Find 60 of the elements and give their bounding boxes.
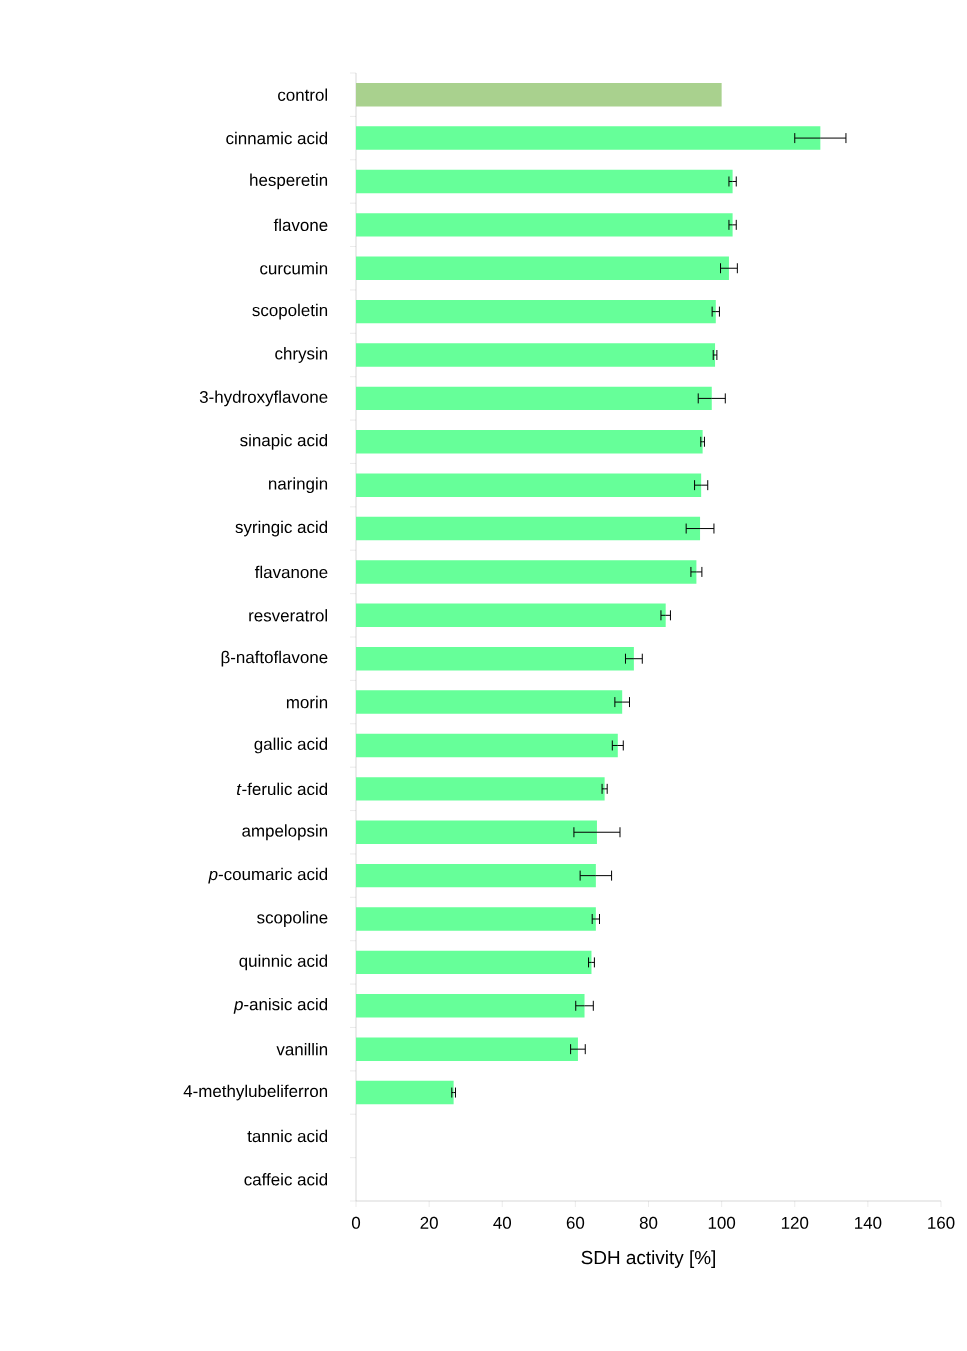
y-tick-label: morin bbox=[286, 695, 328, 709]
bar bbox=[356, 82, 722, 107]
x-tick-label: 40 bbox=[493, 1216, 512, 1229]
y-tick-label: tannic acid bbox=[247, 1129, 328, 1143]
y-tick-label: resveratrol bbox=[249, 609, 328, 622]
bar bbox=[356, 169, 733, 194]
x-tick-label: 140 bbox=[855, 1216, 882, 1229]
x-tick-label: 20 bbox=[420, 1216, 438, 1229]
y-tick-label: cinnamic acid bbox=[226, 131, 328, 145]
bar bbox=[356, 430, 703, 454]
y-tick-label: flavanone bbox=[254, 565, 328, 579]
y-tick-label: β-naftoflavone bbox=[221, 650, 328, 667]
y-tick-label: control bbox=[278, 88, 328, 101]
y-tick-label: 4-methylubeliferron bbox=[183, 1084, 328, 1101]
bar bbox=[356, 907, 596, 931]
y-tick-label: ampelopsin bbox=[242, 824, 328, 841]
bar bbox=[356, 646, 634, 671]
bar bbox=[356, 863, 596, 888]
y-tick-label: naringin bbox=[269, 477, 328, 494]
y-tick-label: chrysin bbox=[275, 347, 328, 363]
bar bbox=[356, 1080, 454, 1105]
y-tick-label: vanillin bbox=[276, 1042, 328, 1056]
bar bbox=[356, 820, 597, 844]
y-tick-label: quinnic acid bbox=[239, 954, 328, 971]
y-tick-label: scopoline bbox=[257, 911, 328, 927]
y-tick-label: p-anisic acid bbox=[233, 997, 328, 1014]
bar bbox=[356, 690, 623, 714]
bar bbox=[356, 950, 592, 975]
bar bbox=[356, 733, 618, 758]
bar bbox=[356, 213, 733, 237]
x-tick-label: 120 bbox=[781, 1216, 809, 1229]
y-tick-label: gallic acid bbox=[254, 737, 328, 754]
x-tick-label: 100 bbox=[708, 1216, 736, 1229]
bar bbox=[356, 343, 716, 367]
x-tick-label: 160 bbox=[928, 1216, 955, 1229]
y-tick-label: sinapic acid bbox=[240, 433, 328, 450]
y-tick-label: scopoletin bbox=[252, 303, 328, 320]
x-tick-label: 0 bbox=[351, 1216, 361, 1229]
y-tick-label: caffeic acid bbox=[244, 1173, 328, 1186]
x-tick-label: 80 bbox=[639, 1216, 658, 1229]
bar bbox=[356, 777, 605, 801]
bar bbox=[356, 126, 821, 150]
y-tick-label: flavone bbox=[273, 218, 328, 232]
y-tick-label: syringic acid bbox=[235, 520, 328, 537]
y-tick-label: t-ferulic acid bbox=[237, 782, 328, 796]
bar bbox=[356, 516, 701, 541]
bar bbox=[356, 386, 712, 411]
y-tick-label: p-coumaric acid bbox=[208, 867, 328, 884]
x-axis-title: SDH activity [%] bbox=[581, 1250, 715, 1268]
bar bbox=[356, 473, 702, 497]
y-tick-label: curcumin bbox=[260, 262, 328, 275]
x-tick-label: 60 bbox=[566, 1216, 585, 1229]
bar bbox=[356, 603, 666, 628]
bar bbox=[356, 256, 729, 280]
y-tick-label: hesperetin bbox=[250, 173, 328, 190]
bar bbox=[356, 560, 697, 584]
y-tick-label: 3-hydroxyflavone bbox=[199, 390, 328, 407]
bar bbox=[356, 994, 585, 1018]
bar bbox=[356, 299, 716, 324]
bar bbox=[356, 1037, 578, 1061]
